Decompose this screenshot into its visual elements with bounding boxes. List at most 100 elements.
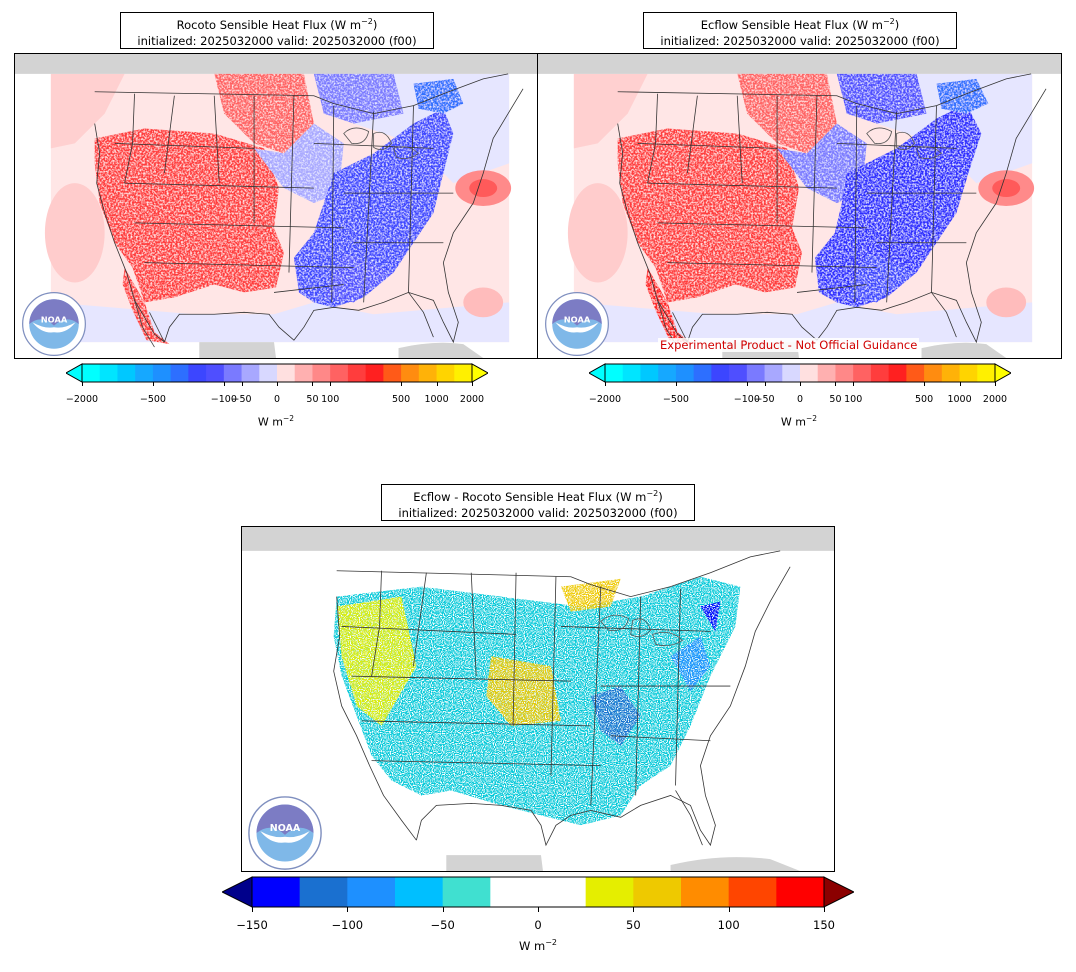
diff-colorbar-tick-mark — [252, 907, 253, 912]
diff-colorbar-segment — [347, 877, 396, 907]
diff-colorbar-segment — [633, 877, 682, 907]
colorbar-segment — [941, 364, 961, 382]
colorbar-tick-label: 500 — [392, 394, 411, 405]
colorbar-tick-mark — [82, 382, 83, 386]
diff-colorbar-segment — [538, 877, 587, 907]
colorbar-tick-label: 1000 — [947, 394, 972, 405]
colorbar-segment — [117, 364, 136, 382]
colorbar-tick-mark — [605, 382, 606, 386]
colorbar-segment — [241, 364, 260, 382]
diff-colorbar-segment — [585, 877, 634, 907]
diff-map-svg — [242, 527, 834, 871]
colorbar-segment — [959, 364, 978, 382]
colorbar-segment — [365, 364, 384, 382]
diff-colorbar-tick-label: −150 — [236, 918, 268, 932]
colorbar-segment — [330, 364, 349, 382]
colorbar-tick-label: −2000 — [65, 394, 99, 405]
rocoto-map-svg — [15, 54, 538, 358]
colorbar-segment — [640, 364, 659, 382]
colorbar-segment — [622, 364, 641, 382]
colorbar-tick-label: 1000 — [424, 394, 449, 405]
diff-colorbar — [222, 876, 854, 908]
diff-colorbar-tick-mark — [347, 907, 349, 912]
colorbar-tick-label: 50 — [306, 394, 319, 405]
colorbar-under-triangle — [66, 363, 83, 383]
colorbar-tick-mark — [152, 382, 154, 386]
colorbar-tick-mark — [312, 382, 314, 386]
experimental-watermark: Experimental Product - Not Official Guid… — [658, 338, 920, 352]
colorbar-tick-label: −500 — [139, 394, 166, 405]
colorbar-under-triangle — [589, 363, 606, 383]
colorbar-tick-label: −500 — [662, 394, 689, 405]
diff-colorbar-svg — [222, 876, 854, 908]
colorbar-segment — [746, 364, 766, 382]
colorbar-segment — [82, 364, 101, 382]
diff-colorbar-segment — [395, 877, 444, 907]
colorbar-segment — [99, 364, 118, 382]
rocoto-colorbar-unit: W m−2 — [257, 414, 295, 429]
ecflow-colorbar-unit: W m−2 — [780, 414, 818, 429]
colorbar-tick-label: −50 — [231, 394, 252, 405]
diff-colorbar-segment — [681, 877, 730, 907]
colorbar-tick-mark — [835, 382, 837, 386]
colorbar-tick-mark — [223, 382, 225, 386]
colorbar-tick-mark — [330, 382, 332, 386]
colorbar-segment — [135, 364, 154, 382]
ecflow-map-svg — [538, 54, 1061, 358]
noaa-logo-rocoto — [21, 291, 87, 357]
diff-colorbar-tick-mark — [824, 907, 825, 912]
colorbar-segment — [853, 364, 872, 382]
colorbar-tick-mark — [675, 382, 677, 386]
colorbar-segment — [223, 364, 243, 382]
colorbar-segment — [675, 364, 695, 382]
colorbar-tick-label: −2000 — [588, 394, 622, 405]
colorbar-tick-mark — [995, 382, 996, 386]
diff-colorbar-tick-label: 0 — [534, 918, 542, 932]
colorbar-tick-mark — [241, 382, 243, 386]
colorbar-tick-label: −50 — [754, 394, 775, 405]
colorbar-segment — [170, 364, 189, 382]
colorbar-segment — [277, 364, 296, 382]
colorbar-tick-mark — [959, 382, 961, 386]
diff-colorbar-tick-mark — [442, 907, 444, 912]
colorbar-segment — [817, 364, 836, 382]
colorbar-tick-mark — [853, 382, 855, 386]
diff-colorbar-tick-mark — [633, 907, 635, 912]
colorbar-tick-label: 0 — [796, 394, 804, 405]
colorbar-segment — [436, 364, 455, 382]
colorbar-segment — [888, 364, 907, 382]
colorbar-segment — [658, 364, 677, 382]
colorbar-tick-label: 2000 — [982, 394, 1008, 405]
colorbar-tick-label: 0 — [273, 394, 281, 405]
colorbar-tick-mark — [436, 382, 438, 386]
colorbar-segment — [294, 364, 313, 382]
diff-colorbar-tick-label: −100 — [331, 918, 364, 932]
diff-title: Ecflow - Rocoto Sensible Heat Flux (W m−… — [381, 484, 695, 521]
diff-colorbar-over-triangle — [823, 876, 854, 908]
colorbar-segment — [188, 364, 207, 382]
diff-colorbar-segment — [299, 877, 348, 907]
diff-colorbar-tick-label: −50 — [430, 918, 455, 932]
rocoto-map — [14, 53, 539, 359]
colorbar-segment — [401, 364, 420, 382]
ecflow-title: Ecflow Sensible Heat Flux (W m−2) initia… — [643, 12, 957, 49]
diff-colorbar-segment — [252, 877, 301, 907]
colorbar-segment — [835, 364, 854, 382]
rocoto-colorbar-svg — [66, 363, 488, 383]
colorbar-tick-mark — [764, 382, 766, 386]
colorbar-segment — [454, 364, 473, 382]
colorbar-segment — [924, 364, 943, 382]
diff-colorbar-tick-mark — [728, 907, 730, 912]
diff-colorbar-segment — [776, 877, 825, 907]
colorbar-tick-mark — [472, 382, 473, 386]
colorbar-segment — [259, 364, 278, 382]
colorbar-segment — [206, 364, 225, 382]
colorbar-tick-mark — [401, 382, 403, 386]
colorbar-tick-label: 50 — [829, 394, 842, 405]
rocoto-title: Rocoto Sensible Heat Flux (W m−2) initia… — [120, 12, 434, 49]
colorbar-segment — [152, 364, 172, 382]
diff-colorbar-unit: W m−2 — [518, 938, 558, 953]
colorbar-tick-mark — [924, 382, 926, 386]
colorbar-segment — [312, 364, 331, 382]
diff-map — [241, 526, 835, 872]
